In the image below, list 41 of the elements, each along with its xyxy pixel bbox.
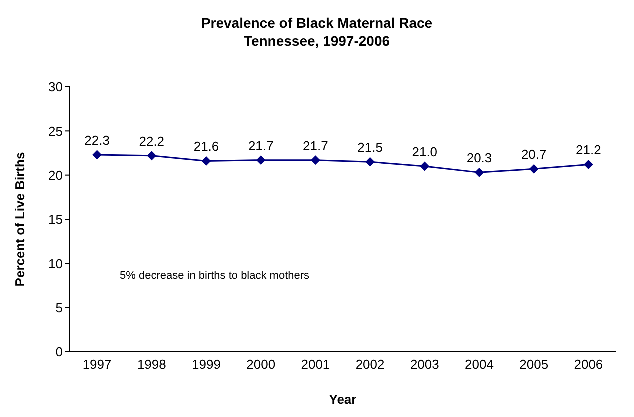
y-tick-label: 25 [48, 124, 63, 139]
x-tick-label: 1998 [137, 357, 166, 372]
point [475, 168, 484, 178]
data-label: 22.2 [139, 134, 165, 149]
x-tick-label: 1997 [82, 357, 112, 372]
point [311, 156, 320, 165]
data-label: 21.7 [303, 138, 328, 154]
point [584, 160, 594, 170]
y-tick-label: 30 [48, 80, 63, 95]
x-tick-label: 2005 [520, 357, 549, 372]
point [530, 164, 539, 174]
y-tick-label: 0 [56, 344, 63, 360]
x-tick-label: 2001 [301, 357, 330, 372]
x-axis-title: Year [329, 392, 357, 407]
point [92, 150, 102, 160]
x-tick-label: 2002 [356, 357, 385, 372]
x-tick-label: 2004 [465, 357, 494, 372]
annotation: 5% decrease in births to black mothers [120, 270, 310, 282]
x-tick-label: 2006 [574, 357, 604, 372]
x-tick-label: 2000 [246, 357, 276, 372]
y-tick-label: 15 [48, 212, 63, 228]
data-label: 22.3 [84, 133, 110, 148]
y-axis-title: Percent of Live Births [12, 152, 28, 287]
y-tick-label: 10 [48, 256, 63, 272]
point [202, 156, 211, 166]
data-label: 21.2 [576, 142, 602, 158]
point [366, 158, 375, 167]
chart-title: Prevalence of Black Maternal Race Tennessee, 1997-2006 [200, 14, 434, 50]
data-label: 20.7 [521, 147, 547, 162]
point [147, 151, 156, 160]
data-label: 21.0 [412, 144, 438, 160]
data-label: 21.6 [194, 139, 220, 154]
point [420, 162, 430, 171]
y-tick-label: 20 [48, 168, 63, 183]
y-tick-label: 5 [56, 300, 63, 316]
x-tick-label: 1999 [192, 357, 221, 372]
data-label: 21.5 [358, 140, 383, 156]
x-tick-label: 2003 [410, 357, 440, 372]
data-label: 21.7 [248, 138, 274, 154]
point [256, 156, 266, 165]
data-label: 20.3 [466, 150, 492, 166]
